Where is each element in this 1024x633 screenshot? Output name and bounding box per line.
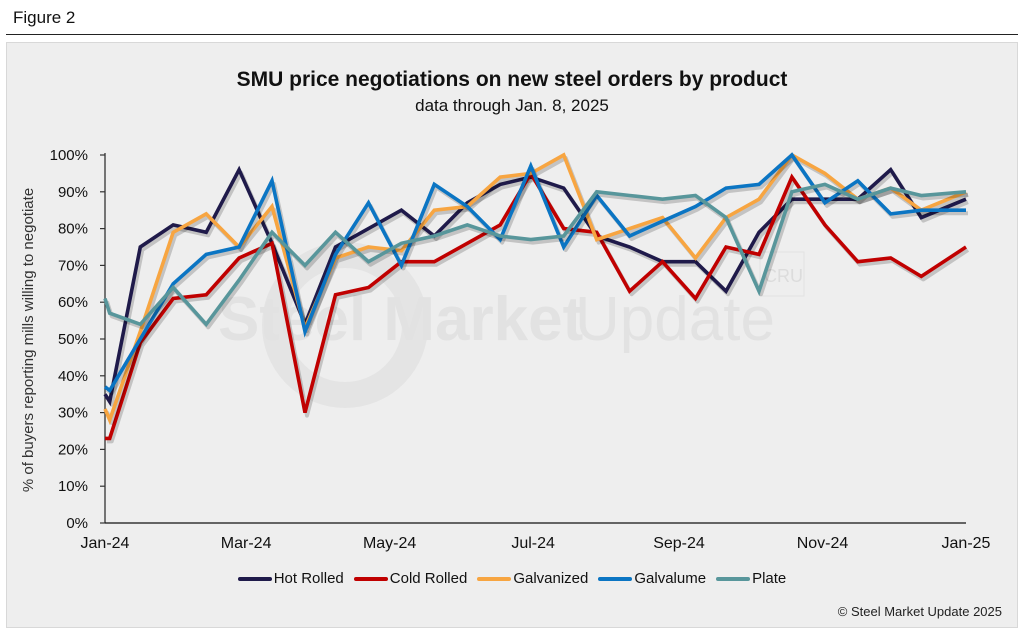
axes: 0% 10% 20% 30% 40% 50% 60% 70% 80% 90% 100% Jan-24 M…: [50, 147, 991, 552]
watermark-light-text: Update: [575, 285, 775, 354]
x-tick-label: Jan-24: [81, 535, 130, 552]
legend-item-plate: Plate: [716, 570, 786, 587]
legend-label: Hot Rolled: [273, 570, 344, 587]
y-tick-label: 80%: [58, 221, 88, 238]
series-shadow-plate: [105, 185, 969, 330]
cru-logo-box: [759, 251, 805, 297]
x-tick-label: May-24: [363, 535, 416, 552]
watermark: Steel Market Update CRU: [218, 242, 805, 408]
y-tick-label: 10%: [58, 478, 88, 495]
figure-label: Figure 2: [13, 8, 76, 27]
watermark-bold-text: Steel Market: [218, 285, 583, 354]
legend-swatch: [598, 576, 633, 581]
y-axis-label: % of buyers reporting mills willing to n…: [20, 188, 37, 492]
legend-swatch: [716, 576, 751, 581]
y-tick-label: 0%: [66, 515, 88, 532]
legend-swatch: [237, 576, 272, 581]
x-tick-label: Sep-24: [653, 535, 705, 552]
series-line-galvanized: [103, 152, 967, 426]
legend-label: Galvanized: [513, 570, 589, 587]
legend-item-galvalume: Galvalume: [598, 570, 706, 587]
x-tick-label: Jan-25: [942, 535, 991, 552]
chart-title: SMU price negotiations on new steel orde…: [236, 68, 788, 91]
y-tick-label: 70%: [58, 257, 88, 274]
legend-swatch: [353, 576, 388, 581]
legend-label: Plate: [752, 570, 787, 587]
legend-item-hot-rolled: Hot Rolled: [237, 570, 344, 587]
y-tick-label: 40%: [58, 368, 88, 385]
series-line-plate: [103, 182, 967, 328]
legend-swatch: [477, 576, 512, 581]
legend-item-galvanized: Galvanized: [477, 570, 588, 587]
y-tick-label: 20%: [58, 441, 88, 458]
legend-item-cold-rolled: Cold Rolled: [353, 570, 468, 587]
y-tick-label: 100%: [50, 147, 88, 164]
series-line-galvalume: [103, 152, 966, 394]
y-tick-label: 60%: [58, 294, 88, 311]
figure-divider: [6, 34, 1018, 35]
legend-label: Galvalume: [634, 570, 707, 587]
x-tick-label: Mar-24: [221, 535, 272, 552]
x-tick-label: Jul-24: [511, 535, 555, 552]
x-tick-label: Nov-24: [797, 535, 849, 552]
y-tick-label: 30%: [58, 405, 88, 422]
y-tick-label: 50%: [58, 331, 88, 348]
chart-subtitle: data through Jan. 8, 2025: [415, 96, 609, 115]
cru-logo-text: CRU: [764, 266, 803, 286]
legend: Hot Rolled Cold Rolled Galvanized Galvalume…: [0, 570, 1024, 587]
copyright-credit: © Steel Market Update 2025: [837, 604, 1002, 619]
legend-label: Cold Rolled: [389, 570, 468, 587]
chart-panel: [6, 42, 1018, 628]
y-tick-label: 90%: [58, 184, 88, 201]
series-group: [103, 152, 970, 444]
